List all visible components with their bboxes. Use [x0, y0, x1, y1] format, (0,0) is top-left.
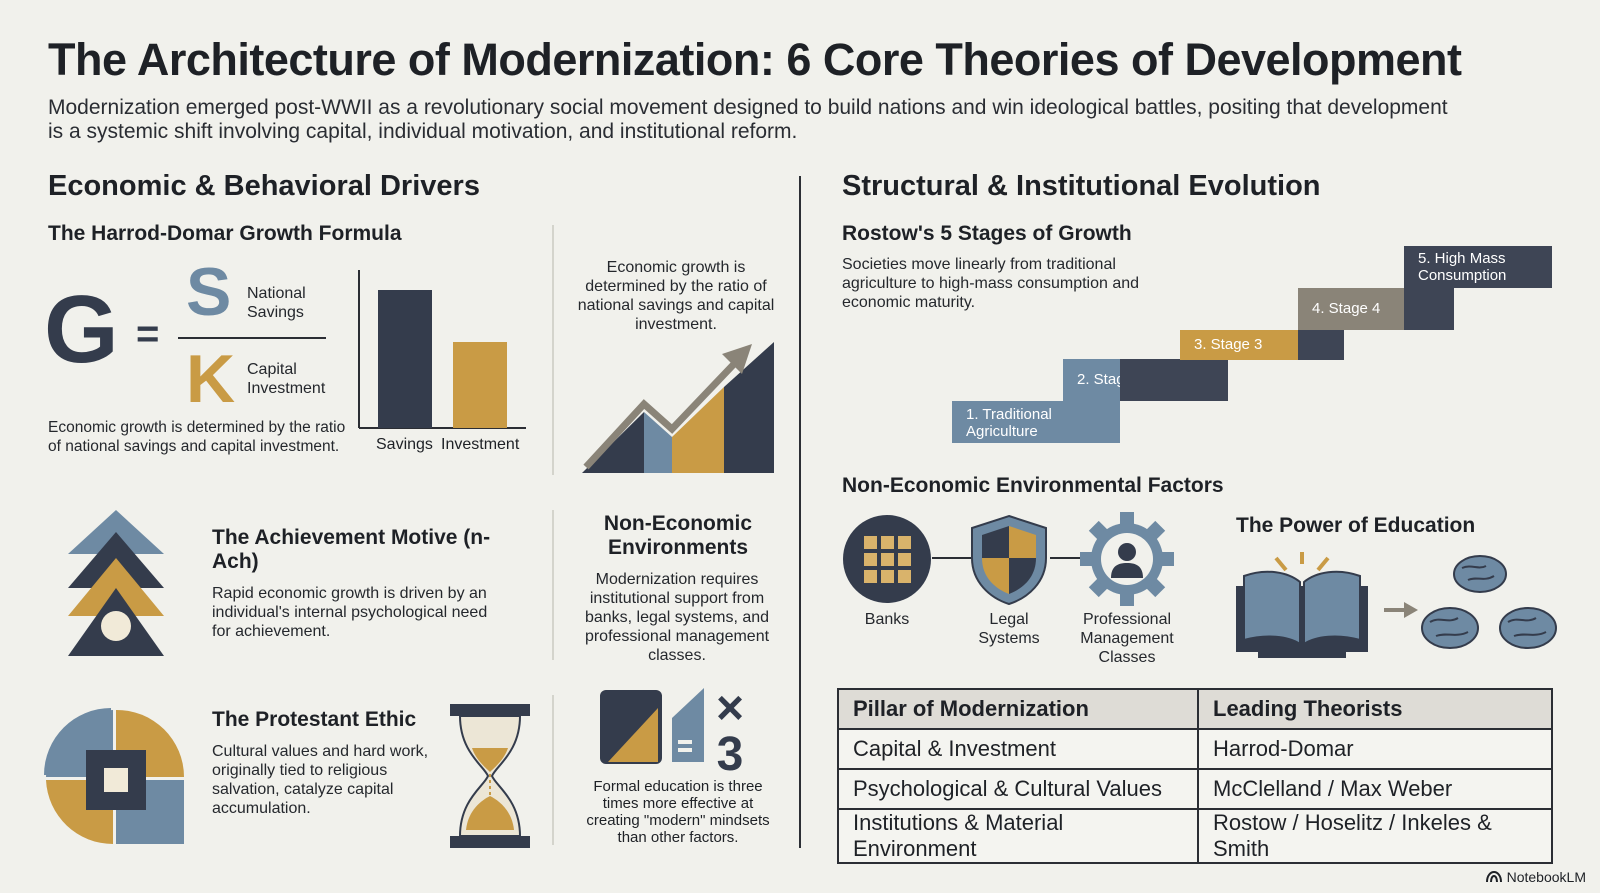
capital-investment-label: Capital Investment [247, 361, 326, 397]
table-cell: Capital & Investment [837, 728, 1199, 770]
stage-3-label: 3. Stage 3 [1194, 336, 1263, 353]
table-cell: McClelland / Max Weber [1197, 768, 1553, 810]
protestant-ethic-icon [44, 708, 184, 844]
table-cell: Harrod-Domar [1197, 728, 1553, 770]
non-economic-environments-title: Non-Economic Environments [603, 512, 753, 559]
stage-4-label: 4. Stage 4 [1312, 300, 1381, 317]
s-symbol: S [186, 254, 232, 330]
table-cell: Psychological & Cultural Values [837, 768, 1199, 810]
factors-connector [932, 557, 1082, 559]
notebooklm-logo-icon [1485, 870, 1502, 883]
education-brain-illustration [1236, 552, 1557, 658]
g-symbol: G [44, 276, 119, 383]
table-header-pillar: Pillar of Modernization [837, 688, 1199, 730]
stage-3-block: 3. Stage 3 [1180, 330, 1298, 360]
stage-3-riser [1180, 359, 1228, 401]
arrow-right-icon [1384, 602, 1418, 618]
table-row: Psychological & Cultural Values McClella… [837, 768, 1553, 810]
rostow-title: Rostow's 5 Stages of Growth [842, 222, 1132, 245]
shield-icon [971, 514, 1047, 606]
brain-icons [1421, 555, 1557, 649]
stage-1-block: 1. Traditional Agriculture [952, 401, 1120, 443]
power-of-education-title: The Power of Education [1236, 514, 1476, 537]
table-cell: Institutions & Material Environment [837, 808, 1199, 864]
table-row: Institutions & Material Environment Rost… [837, 808, 1553, 864]
protestant-ethic-title: The Protestant Ethic [212, 708, 417, 731]
stage-4-riser [1298, 330, 1344, 360]
non-economic-environments-description: Modernization requires institutional sup… [584, 571, 770, 664]
education-effectiveness-description: Formal education is three times more eff… [586, 778, 770, 846]
banks-icon [843, 515, 931, 603]
banks-label: Banks [864, 611, 910, 628]
table-row: Capital & Investment Harrod-Domar [837, 728, 1553, 770]
savings-bar [378, 290, 432, 428]
table-header-row: Pillar of Modernization Leading Theorist… [837, 688, 1553, 730]
arrow-head [722, 344, 752, 374]
open-book-icon [1236, 570, 1368, 658]
savings-investment-chart [358, 270, 526, 429]
national-savings-label: National Savings [247, 285, 306, 321]
left-column-divider-mid [552, 510, 554, 660]
investment-bar-label: Investment [441, 436, 520, 453]
achievement-tree-icon [68, 510, 164, 656]
table-header-theorists: Leading Theorists [1197, 688, 1553, 730]
times-three-label: × 3 [715, 682, 745, 781]
growth-arrow-chart [582, 342, 774, 473]
education-book-icon [600, 688, 704, 764]
harrod-domar-description: Economic growth is determined by the rat… [48, 419, 346, 455]
harrod-domar-title: The Harrod-Domar Growth Formula [48, 222, 402, 245]
achievement-motive-description: Rapid economic growth is driven by an in… [212, 585, 488, 640]
environmental-factors-title: Non-Economic Environmental Factors [842, 474, 1224, 497]
brand-badge: NotebookLM [1485, 869, 1586, 885]
hourglass-icon [450, 704, 530, 848]
fraction-line [178, 337, 326, 339]
left-column-divider-top [552, 225, 554, 475]
brand-label: NotebookLM [1506, 869, 1586, 885]
stage-5-riser [1404, 288, 1454, 330]
stage-5-block: 5. High Mass Consumption [1404, 246, 1552, 288]
k-symbol: K [186, 341, 236, 417]
stage-4-block: 4. Stage 4 [1298, 288, 1404, 330]
professional-management-label: Professional Management Classes [1080, 611, 1174, 666]
lightbulb-rays-icon [1274, 552, 1330, 572]
savings-bar-label: Savings [376, 436, 433, 453]
left-column-divider-bottom [552, 695, 554, 845]
rostow-description: Societies move linearly from traditional… [842, 256, 1140, 311]
page-title: The Architecture of Modernization: 6 Cor… [48, 34, 1462, 85]
growth-side-text: Economic growth is determined by the rat… [577, 259, 775, 333]
gear-person-icon [1080, 512, 1174, 606]
stage-1-label: 1. Traditional Agriculture [966, 406, 1052, 440]
right-section-heading: Structural & Institutional Evolution [842, 170, 1321, 202]
protestant-ethic-description: Cultural values and hard work, originall… [212, 743, 429, 817]
legal-systems-label: Legal Systems [978, 611, 1040, 647]
stage-2-riser [1120, 359, 1180, 401]
left-section-heading: Economic & Behavioral Drivers [48, 170, 480, 202]
equals-sign: = [136, 312, 160, 356]
page-subtitle: Modernization emerged post-WWII as a rev… [48, 96, 1448, 143]
pillars-table: Pillar of Modernization Leading Theorist… [837, 688, 1553, 864]
achievement-motive-title: The Achievement Motive (n-Ach) [212, 526, 491, 573]
investment-bar [453, 342, 507, 428]
main-column-divider [799, 176, 801, 848]
stage-5-label: 5. High Mass Consumption [1418, 250, 1507, 284]
table-cell: Rostow / Hoselitz / Inkeles & Smith [1197, 808, 1553, 864]
